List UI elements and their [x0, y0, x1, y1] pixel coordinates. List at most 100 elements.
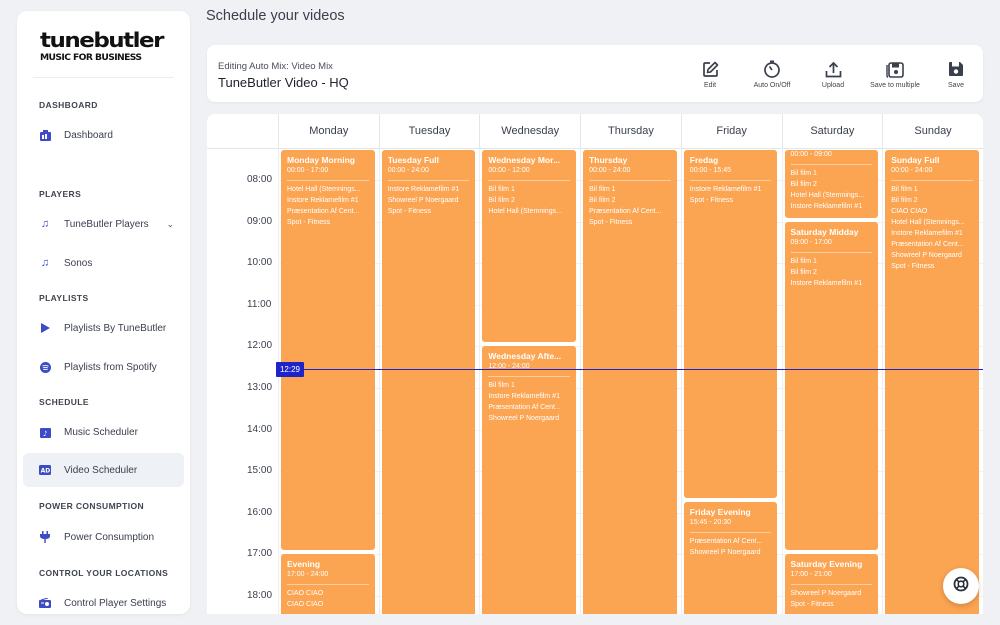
event-video-item: Præsentation Af Cent... [589, 208, 662, 215]
upload-button[interactable]: Upload [803, 59, 863, 89]
event-time: 00:00 - 09:00 [790, 150, 873, 165]
day-header-thursday[interactable]: Thursday [580, 114, 681, 149]
column-divider [781, 149, 783, 614]
schedule-event[interactable]: 00:00 - 09:00 Bil film 1 Bil film 2 Hotel H… [784, 150, 879, 218]
sidebar-item-label: Sonos [64, 257, 93, 269]
day-header-sunday[interactable]: Sunday [882, 114, 983, 149]
sidebar-item-power-consumption[interactable]: Power Consumption [23, 520, 184, 554]
schedule-event[interactable]: Saturday Midday 09:00 - 17:00 Bil film 1 Bi… [784, 221, 879, 551]
chevron-down-icon[interactable]: ⌄ [166, 218, 174, 229]
svg-text:AD: AD [41, 468, 51, 475]
sidebar-item-label: Video Scheduler [64, 464, 138, 476]
event-video-item: Bil film 2 [589, 197, 616, 204]
sidebar-item-playlists-spotify[interactable]: Playlists from Spotify [23, 350, 184, 384]
sidebar-item-label: Dashboard [64, 129, 113, 141]
schedule-event[interactable]: Saturday Evening 17:00 - 21:00 Showreel P … [784, 554, 879, 614]
current-time-line [278, 368, 983, 370]
hour-label: 18:00 [247, 590, 273, 601]
play-icon [39, 322, 51, 334]
event-video-item: Spot - Fitness [387, 208, 431, 215]
edit-label: Edit [703, 82, 717, 89]
sidebar-item-sonos[interactable]: ♫ Sonos [23, 246, 184, 280]
event-video-item: Spot - Fitness [790, 601, 834, 609]
event-video-item: Bil film 1 [891, 186, 918, 193]
schedule-event[interactable]: Friday Evening 15:45 - 20:30 Præsentation … [683, 502, 778, 614]
auto-on-off-button[interactable]: Auto On/Off [742, 59, 802, 89]
sidebar-item-dashboard[interactable]: Dashboard [23, 118, 184, 152]
editing-subtitle: Editing Auto Mix: Video Mix [218, 61, 333, 72]
event-video-item: Instore Reklamefilm #1 [790, 203, 863, 210]
column-divider [580, 149, 582, 614]
plug-icon [39, 531, 51, 543]
event-time: 15:45 - 20:30 [689, 518, 772, 534]
column-divider [278, 149, 279, 614]
schedule-event[interactable]: Wednesday Mor... 00:00 - 12:00 Bil film 1 B… [482, 150, 577, 343]
event-time: 00:00 - 24:00 [589, 166, 671, 181]
help-button[interactable] [943, 568, 979, 604]
edit-button[interactable]: Edit [680, 59, 740, 89]
event-video-item: Bil film 1 [790, 257, 817, 265]
logo-tagline: MUSIC FOR BUSINESS [40, 52, 142, 63]
dashboard-icon [39, 129, 51, 141]
sidebar-item-control-player-settings[interactable]: Control Player Settings [23, 586, 184, 614]
event-video-item: Hotel Hall (Stemnings... [891, 219, 965, 226]
sidebar-item-label: TuneButler Players [64, 218, 149, 230]
sidebar-item-tunebutler-players[interactable]: ♫ TuneButler Players ⌄ [23, 207, 184, 241]
day-header-saturday[interactable]: Saturday [781, 114, 883, 149]
day-header-friday[interactable]: Friday [680, 114, 782, 149]
save-to-multiple-button[interactable]: Save to multiple [865, 59, 925, 89]
event-time: 00:00 - 15:45 [689, 166, 772, 181]
tunebutler-logo[interactable]: tunebutler MUSIC FOR BUSINESS [40, 31, 170, 63]
save-button[interactable]: Save [926, 59, 986, 89]
column-divider [479, 149, 481, 614]
event-video-item: Instore Reklamefilm #1 [891, 230, 963, 237]
sidebar-item-label: Control Player Settings [64, 597, 167, 609]
schedule-event[interactable]: Thursday 00:00 - 24:00 Bil film 1 Bil film … [583, 150, 677, 614]
sidebar-item-label: Playlists from Spotify [64, 361, 157, 373]
event-time: 09:00 - 17:00 [790, 238, 873, 253]
event-video-item: Instore Reklamefilm #1 [790, 279, 863, 287]
event-video-item: Spot - Fitness [891, 263, 935, 270]
schedule-event[interactable]: Wednesday Afte... 12:00 - 24:00 Bil film 1… [482, 346, 577, 614]
event-video-item: Hotel Hall (Stemnings... [488, 208, 562, 215]
day-header-monday[interactable]: Monday [278, 114, 379, 149]
radio-icon [39, 597, 51, 609]
event-video-item: Bil film 1 [589, 186, 616, 193]
schedule-event[interactable]: Sunday Full 00:00 - 24:00 Bil film 1 Bil fi… [885, 150, 979, 614]
sidebar-item-playlists-tunebutler[interactable]: Playlists By TuneButler [23, 311, 184, 345]
hour-label: 08:00 [247, 174, 273, 185]
event-video-item: Hotel Hall (Stemnings... [790, 192, 865, 199]
section-playlists: PLAYLISTS [39, 293, 89, 303]
sidebar-item-label: Power Consumption [64, 531, 155, 543]
hour-label: 13:00 [247, 382, 273, 393]
event-video-item: Præsentation Af Cent... [488, 404, 561, 412]
event-video-item: Instore Reklamefilm #1 [488, 393, 560, 401]
event-title: Monday Morning [287, 155, 355, 165]
schedule-event[interactable]: Monday Morning 00:00 - 17:00 Hotel Hall (S… [281, 150, 375, 551]
event-video-item: Instore Reklamefilm #1 [689, 186, 762, 193]
mix-title: TuneButler Video - HQ [218, 75, 349, 90]
save-to-multiple-label: Save to multiple [870, 82, 920, 89]
event-video-item: CIAO CIAO [287, 601, 324, 609]
event-video-item: CIAO CIAO [287, 590, 324, 598]
sidebar-item-music-scheduler[interactable]: ♪ Music Scheduler [23, 415, 184, 449]
event-video-item: Showreel P Noergaard [387, 197, 459, 204]
event-title: Friday Evening [689, 507, 751, 518]
event-video-item: Bil film 2 [790, 268, 817, 276]
day-header-wednesday[interactable]: Wednesday [479, 114, 581, 149]
section-players: PLAYERS [39, 189, 82, 199]
calendar-music-icon: ♪ [39, 426, 51, 438]
event-video-item: Bil film 1 [488, 382, 515, 390]
event-title: Wednesday Afte... [488, 351, 562, 362]
schedule-event[interactable]: Tuesday Full 00:00 - 24:00 Instore Reklame… [381, 150, 476, 614]
event-title: Fredag [689, 155, 719, 165]
hour-label: 12:00 [247, 340, 273, 352]
schedule-event[interactable]: Fredag 00:00 - 15:45 Instore Reklamefilm #… [683, 150, 778, 499]
day-header-tuesday[interactable]: Tuesday [378, 114, 480, 149]
schedule-event[interactable]: Evening 17:00 - 24:00 CIAO CIAO CIAO CIAO [281, 554, 375, 614]
logo-text: tunebutler [40, 29, 165, 53]
music-note-icon: ♫ [40, 257, 50, 269]
event-video-item: Spot - Fitness [287, 219, 331, 226]
save-multiple-icon [865, 59, 925, 79]
sidebar-item-video-scheduler[interactable]: AD Video Scheduler [23, 453, 184, 487]
